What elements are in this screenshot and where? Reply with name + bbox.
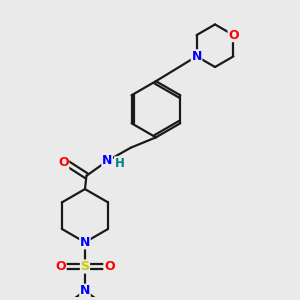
Text: N: N: [80, 284, 90, 297]
Text: N: N: [191, 50, 202, 63]
Text: H: H: [115, 157, 124, 170]
Text: N: N: [102, 154, 112, 167]
Text: S: S: [80, 260, 89, 273]
Text: N: N: [80, 236, 90, 249]
Text: O: O: [58, 156, 69, 169]
Text: O: O: [104, 260, 115, 273]
Text: O: O: [56, 260, 66, 273]
Text: O: O: [228, 28, 239, 42]
